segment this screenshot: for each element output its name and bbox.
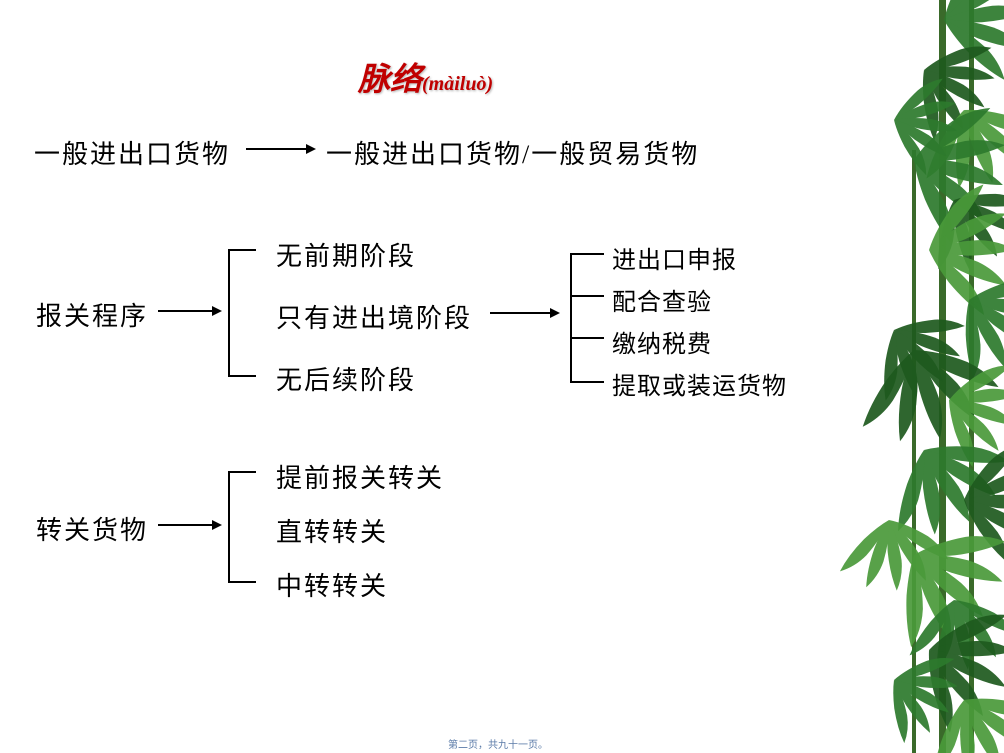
bracket-tip	[570, 253, 604, 255]
bracket-tip	[570, 381, 604, 383]
arrow-shaft	[158, 310, 214, 312]
arrow-shaft	[490, 312, 552, 314]
bamboo-decoration	[764, 0, 1004, 753]
node-general-goods-left: 一般进出口货物	[34, 134, 230, 171]
node-only-entry-stage: 只有进出境阶段	[276, 298, 472, 335]
node-no-pre-stage: 无前期阶段	[276, 236, 416, 273]
node-no-post-stage: 无后续阶段	[276, 360, 416, 397]
node-pay-tax: 缴纳税费	[612, 324, 712, 359]
page-footer: 第二页，共九十一页。	[448, 736, 548, 751]
bracket-tip	[228, 581, 256, 583]
slide-title: 脉络(màiluò)	[358, 54, 493, 100]
node-advance-transit: 提前报关转关	[276, 458, 444, 495]
node-transit-goods: 转关货物	[36, 510, 148, 547]
node-declare: 进出口申报	[612, 240, 737, 275]
node-direct-transit: 直转转关	[276, 512, 388, 549]
bracket-tip	[228, 249, 256, 251]
bracket-vertical	[228, 471, 230, 583]
node-pickup-ship: 提取或装运货物	[612, 366, 787, 401]
bracket-vertical	[570, 253, 572, 383]
node-transfer-transit: 中转转关	[276, 566, 388, 603]
node-customs-procedure: 报关程序	[36, 296, 148, 333]
title-main: 脉络	[358, 61, 422, 97]
arrow-head-icon	[212, 306, 222, 316]
bracket-tip	[228, 375, 256, 377]
arrow-shaft	[246, 148, 308, 150]
arrow-head-icon	[550, 308, 560, 318]
arrow-head-icon	[212, 520, 222, 530]
title-pinyin: (màiluò)	[422, 73, 493, 95]
bracket-tip	[570, 295, 604, 297]
arrow-shaft	[158, 524, 214, 526]
node-inspection: 配合查验	[612, 282, 712, 317]
node-general-goods-right: 一般进出口货物/一般贸易货物	[326, 134, 699, 171]
bracket-tip	[570, 337, 604, 339]
arrow-head-icon	[306, 144, 316, 154]
bracket-tip	[228, 471, 256, 473]
bracket-vertical	[228, 249, 230, 377]
